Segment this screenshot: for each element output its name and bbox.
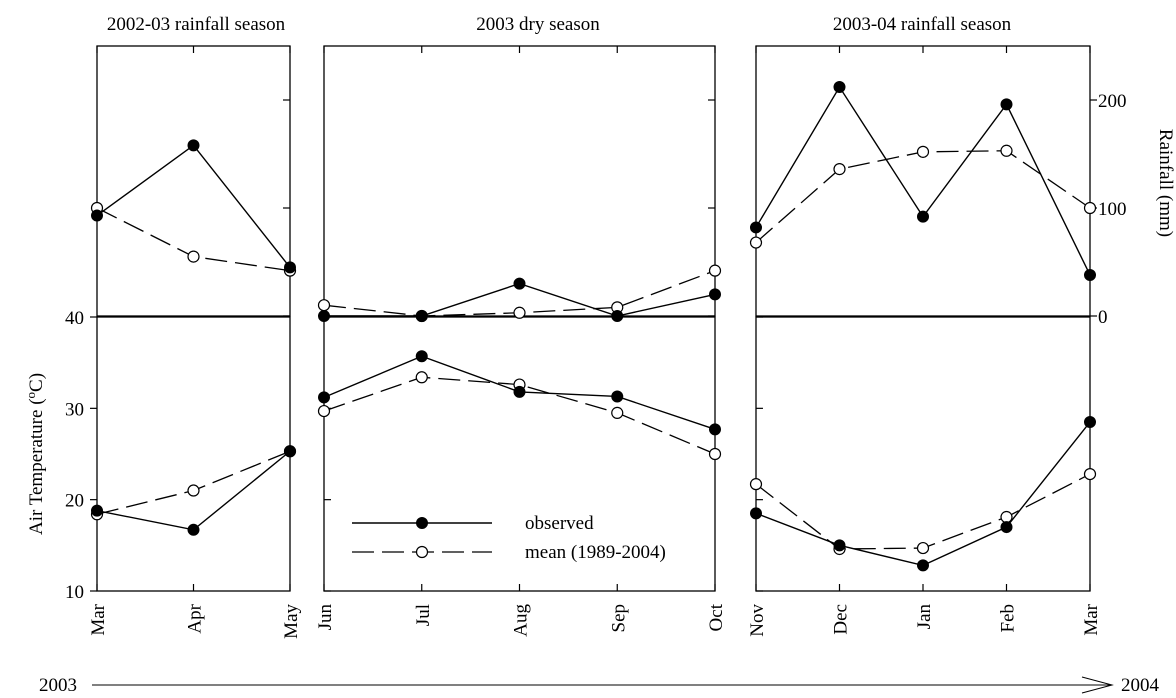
legend-mean-label: mean (1989-2004) (525, 542, 666, 563)
rainfall-tick-label: 200 (1098, 91, 1127, 112)
axis-tick-labels: 0 100 200 10 20 30 40 (65, 91, 1127, 603)
month-label: Apr (185, 603, 206, 633)
observed-rainfall-point (611, 310, 624, 322)
year-arrow-head (1081, 676, 1114, 694)
y-axis-label-left-superscript: o (23, 392, 38, 399)
observed-rainfall-point (284, 261, 296, 274)
temperature-tick-label: 10 (65, 582, 84, 603)
year-start-label: 2003 (39, 675, 77, 696)
mean-rainfall-point (708, 264, 722, 277)
observed-rainfall-point (513, 277, 526, 290)
legend: observed mean (1989-2004) (352, 513, 666, 563)
mean-rainfall-point (513, 306, 526, 319)
legend-mean-marker (415, 545, 429, 559)
mean-temperature-point (187, 484, 200, 497)
observed-temperature-point (750, 507, 762, 520)
month-label: Aug (511, 604, 532, 637)
observed-temperature-point (833, 539, 846, 552)
y-axis-label-left-main: Air Temperature ( (26, 398, 47, 535)
observed-rainfall-point (917, 210, 929, 223)
panel-title-1: 2002-03 rainfall season (107, 14, 286, 35)
panel-title-3: 2003-04 rainfall season (833, 14, 1012, 35)
month-labels: Mar Apr May Jun Jul Aug Sep Oct Nov Dec Jan Feb Mar (88, 603, 1102, 639)
series-points (90, 81, 1097, 572)
mean-rainfall-point (317, 299, 331, 312)
year-end-label: 2004 (1121, 675, 1160, 696)
month-label: Dec (831, 604, 852, 635)
rainfall-panel-2-frame (323, 45, 716, 317)
axis-ticks (90, 46, 1097, 592)
mean-temperature-point (1000, 510, 1013, 524)
temperature-tick-label: 30 (65, 399, 84, 420)
legend-observed-label: observed (525, 513, 594, 534)
observed-temperature-point (318, 391, 330, 404)
mean-temperature-point (611, 406, 624, 419)
mean-rainfall-point (749, 236, 763, 249)
observed-rainfall-line (755, 85, 1091, 276)
observed-rainfall-point (1000, 98, 1013, 111)
rainfall-tick-label: 100 (1098, 199, 1127, 220)
mean-temperature-point (708, 447, 722, 461)
mean-temperature-point (1083, 467, 1097, 481)
temperature-panel-1-frame (96, 316, 291, 592)
rainfall-tick-label: 0 (1098, 307, 1108, 328)
observed-temperature-point (187, 523, 200, 536)
month-label: Jun (315, 604, 336, 631)
temperature-tick-label: 20 (65, 491, 84, 512)
observed-temperature-point (709, 423, 721, 436)
observed-temperature-point (1084, 416, 1096, 429)
month-label: Jan (914, 604, 935, 630)
panel-title-2: 2003 dry season (476, 14, 600, 35)
mean-rainfall-line (755, 150, 1091, 244)
month-label: Mar (1081, 603, 1102, 635)
observed-temperature-point (611, 390, 624, 403)
mean-temperature-point (916, 541, 930, 555)
observed-rainfall-point (833, 81, 846, 94)
mean-rainfall-point (833, 163, 846, 176)
panel-frames (96, 45, 1091, 592)
observed-rainfall-line (96, 144, 291, 268)
mean-rainfall-point (187, 250, 200, 263)
observed-rainfall-point (318, 310, 330, 322)
mean-rainfall-point (916, 145, 930, 158)
observed-temperature-point (415, 350, 428, 363)
observed-temperature-point (284, 445, 296, 458)
month-label: Feb (998, 604, 1019, 633)
temperature-tick-label: 40 (65, 308, 84, 329)
y-axis-label-left: Air Temperature (oC) (23, 373, 47, 535)
observed-temperature-point (917, 559, 929, 572)
month-label: Jul (413, 604, 434, 626)
y-axis-label-right: Rainfall (mm) (1155, 129, 1176, 237)
legend-observed-marker (416, 517, 428, 529)
observed-rainfall-point (91, 209, 103, 222)
observed-rainfall-point (187, 139, 200, 152)
observed-rainfall-point (709, 288, 721, 301)
mean-temperature-point (317, 404, 331, 418)
rainfall-panel-3-frame (755, 45, 1091, 317)
month-label: Sep (608, 604, 629, 633)
observed-temperature-point (91, 504, 103, 517)
mean-temperature-point (415, 371, 428, 384)
month-label: Mar (88, 603, 109, 635)
mean-rainfall-point (1000, 144, 1013, 157)
series-lines (96, 85, 1091, 567)
y-axis-label-left-end: C) (26, 373, 47, 392)
mean-rainfall-point (1083, 201, 1097, 215)
rainfall-panel-1-frame (96, 45, 291, 317)
mean-temperature-line (96, 450, 291, 515)
month-label: May (281, 604, 302, 639)
observed-rainfall-point (750, 221, 762, 234)
observed-temperature-point (1000, 521, 1013, 534)
observed-rainfall-point (415, 310, 428, 322)
mean-temperature-point (749, 478, 763, 491)
observed-temperature-point (513, 385, 526, 398)
observed-rainfall-point (1084, 268, 1096, 281)
month-label: Oct (706, 603, 727, 631)
month-label: Nov (747, 604, 768, 637)
